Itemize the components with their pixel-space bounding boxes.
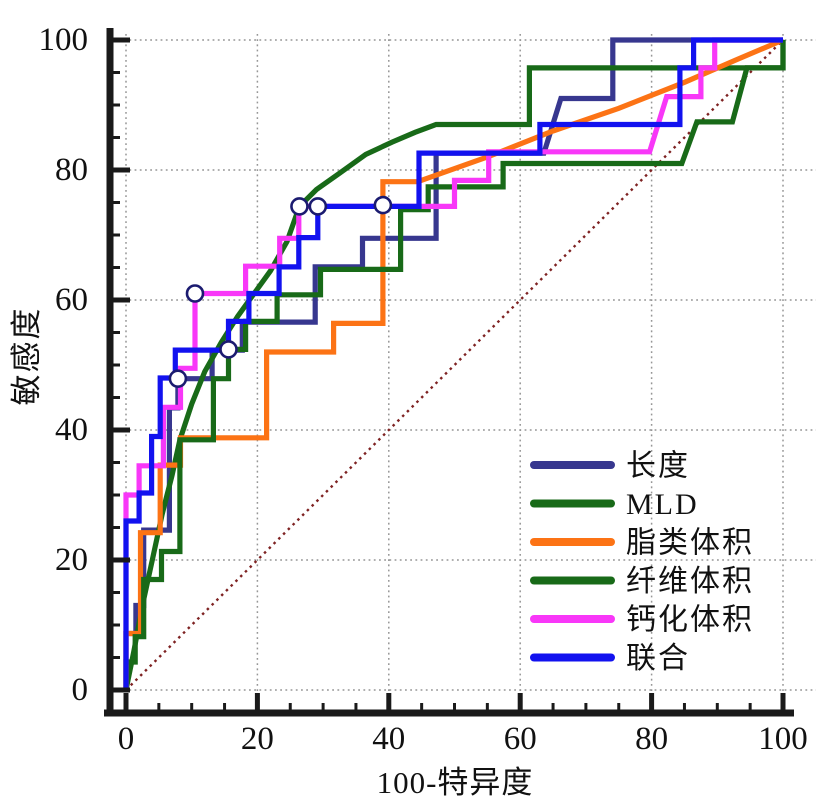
roc-curve-4	[123, 40, 786, 690]
legend-label-1: 长度	[626, 450, 690, 483]
roc-curve-5	[123, 37, 783, 690]
x-axis-title: 100-特异度	[376, 765, 534, 800]
y-tick-label: 0	[72, 672, 89, 708]
cutoff-marker-3	[373, 195, 393, 215]
y-axis-title: 敏感度	[9, 306, 44, 406]
roc-curve-6	[123, 37, 783, 690]
y-tick-label: 60	[55, 282, 88, 318]
y-tick-label: 100	[39, 22, 89, 58]
y-tick-label: 80	[55, 152, 88, 188]
legend-label-6: 联合	[626, 642, 690, 675]
x-tick-label: 80	[635, 721, 668, 757]
x-tick-label: 0	[118, 721, 135, 757]
x-tick-label: 60	[504, 721, 537, 757]
roc-curve-3	[123, 37, 785, 690]
y-tick-label: 40	[55, 412, 88, 448]
x-tick-label: 100	[758, 721, 808, 757]
x-tick-label: 20	[241, 721, 274, 757]
x-tick-label: 40	[372, 721, 405, 757]
y-tick-label: 20	[55, 542, 88, 578]
legend-label-5: 钙化体积	[626, 604, 754, 637]
cutoff-marker-5	[185, 284, 205, 303]
legend-label-4: 纤维体积	[626, 565, 754, 598]
legend-label-2: MLD	[626, 488, 699, 521]
cutoff-marker-1	[168, 369, 188, 388]
cutoff-marker-2	[290, 197, 309, 216]
cutoff-marker-4	[219, 340, 238, 359]
cutoff-marker-6	[308, 197, 328, 216]
legend-label-3: 脂类体积	[626, 527, 754, 560]
